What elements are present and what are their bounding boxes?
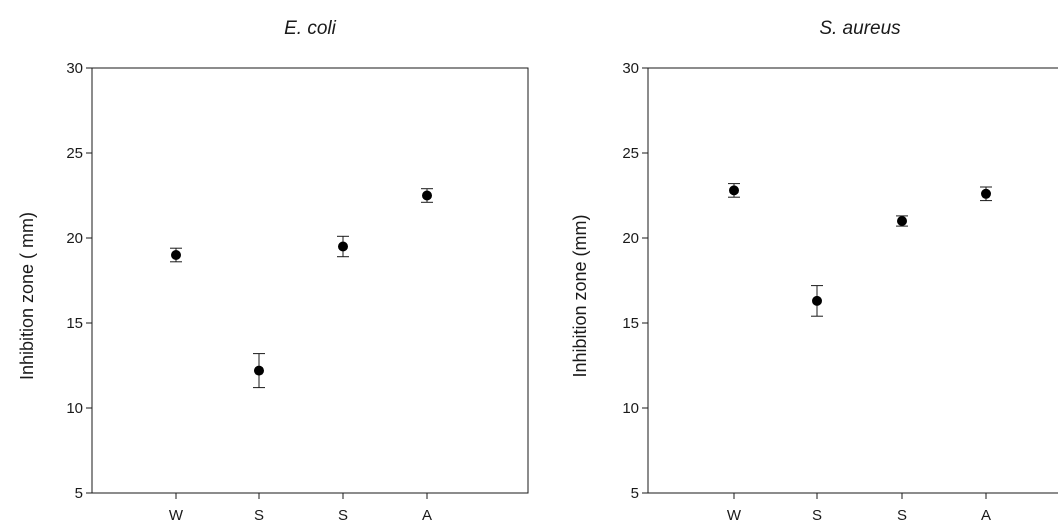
chart-title: E. coli [284, 18, 337, 39]
x-category-label: S [812, 507, 822, 524]
data-point [897, 216, 907, 226]
data-point [422, 190, 432, 201]
data-point [812, 295, 822, 306]
y-tick-label: 20 [66, 230, 83, 247]
y-tick-label: 25 [66, 145, 83, 162]
y-tick-label: 15 [622, 315, 639, 332]
x-category-label: S [897, 507, 907, 524]
data-points [728, 183, 992, 317]
data-point [338, 241, 348, 252]
y-axis-label: Inhibition zone ( mm) [17, 212, 37, 380]
y-ticks: 5 10 15 20 25 30 [622, 60, 648, 502]
data-point [254, 365, 264, 376]
y-tick-label: 10 [66, 400, 83, 417]
y-ticks: 5 10 15 20 25 30 [66, 60, 92, 502]
plot-frame [91, 67, 529, 494]
y-tick-label: 25 [622, 145, 639, 162]
data-points [170, 188, 433, 389]
plot-frame [647, 67, 1058, 494]
data-point [729, 185, 739, 196]
x-category-label: W [169, 507, 184, 524]
x-category-label: S [338, 507, 348, 524]
y-tick-label: 30 [66, 60, 83, 77]
x-category-label: A [981, 507, 991, 524]
y-tick-label: 20 [622, 230, 639, 247]
y-tick-label: 5 [631, 485, 639, 502]
chart-e-coli: E. coli Inhibition zone ( mm) 5 10 15 20 25 3… [17, 18, 529, 524]
chart-title: S. aureus [819, 18, 901, 39]
x-category-label: W [727, 507, 742, 524]
data-point [171, 250, 181, 260]
y-tick-label: 30 [622, 60, 639, 77]
chart-s-aureus: S. aureus Inhibition zone (mm) 5 10 15 20 25… [570, 18, 1058, 524]
y-axis-label: Inhibition zone (mm) [570, 214, 590, 377]
y-tick-label: 10 [622, 400, 639, 417]
x-category-label: S [254, 507, 264, 524]
data-point [981, 188, 991, 199]
y-tick-label: 5 [75, 485, 83, 502]
x-category-label: A [422, 507, 432, 524]
y-tick-label: 15 [66, 315, 83, 332]
